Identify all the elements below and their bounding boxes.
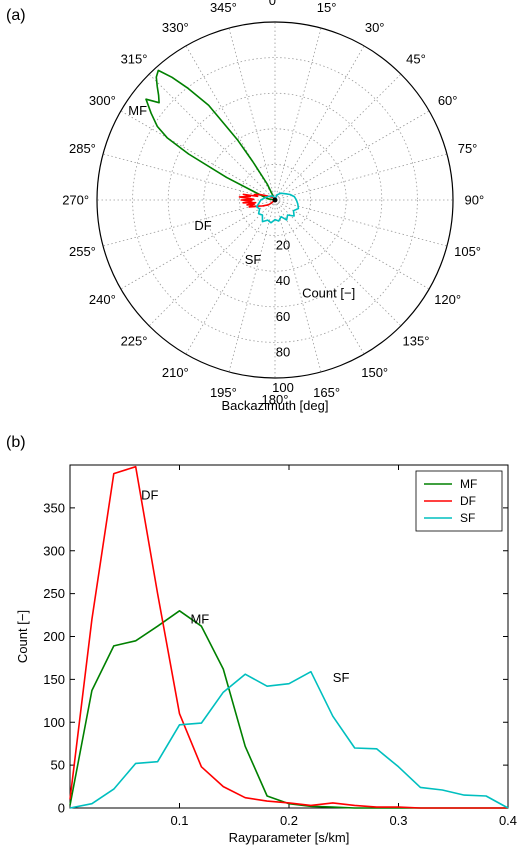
- polar-chart: 0° 15° 30° 45° 60° 75° 90° 105° 120° 135° 150° 165°…: [62, 0, 484, 413]
- angular-grid-spoke: [274, 73, 402, 201]
- annotation-sf: SF: [245, 252, 262, 267]
- panel-b-label: (b): [6, 434, 26, 451]
- angular-grid-spoke: [120, 199, 276, 290]
- polar-center: [272, 197, 278, 203]
- x-axis-label: Rayparameter [s/km]: [229, 830, 350, 845]
- y-tick-label: 250: [43, 586, 65, 601]
- angle-tick-label: 285°: [69, 141, 96, 156]
- angle-tick-label: 300°: [89, 93, 116, 108]
- x-axis-label: Backazimuth [deg]: [222, 398, 329, 413]
- series-line-mf: [69, 610, 508, 809]
- angular-grid-spoke: [102, 153, 276, 201]
- angle-tick-label: 255°: [69, 244, 96, 259]
- angular-grid-spoke: [185, 199, 276, 355]
- angle-tick-label: 135°: [403, 333, 430, 348]
- angular-grid-spoke: [274, 199, 322, 373]
- radial-grid-circle: [96, 21, 454, 379]
- radial-tick-label: 40: [276, 273, 290, 288]
- angle-tick-label: 315°: [121, 52, 148, 67]
- angular-grid-spoke: [228, 199, 276, 373]
- angle-tick-label: 15°: [317, 0, 337, 15]
- angle-tick-label: 75°: [458, 141, 478, 156]
- angular-grid-spoke: [274, 27, 322, 201]
- legend-label-df: DF: [460, 494, 476, 508]
- y-tick-label: 300: [43, 543, 65, 558]
- angular-grid-spoke: [274, 199, 448, 247]
- radial-grid-circle: [238, 163, 311, 236]
- y-tick-label: 350: [43, 500, 65, 515]
- angular-grid-spoke: [274, 110, 430, 201]
- angular-grid-spoke: [274, 153, 448, 201]
- series-line-sf: [69, 670, 509, 809]
- angle-tick-label: 150°: [361, 365, 388, 380]
- radial-tick-label: 20: [276, 238, 290, 253]
- annotation-mf: MF: [190, 612, 209, 627]
- angle-tick-label: 180°: [262, 392, 289, 407]
- radial-axis-label: Count [−]: [302, 286, 355, 301]
- angle-tick-label: 345°: [210, 0, 237, 15]
- angular-grid-spoke: [274, 45, 365, 201]
- angle-tick-label: 60°: [438, 93, 458, 108]
- y-tick-label: 50: [51, 758, 65, 773]
- angle-tick-label: 105°: [454, 244, 481, 259]
- angle-tick-label: 90°: [465, 193, 485, 208]
- angle-tick-label: 45°: [406, 52, 426, 67]
- panel-a-label: (a): [6, 7, 26, 24]
- angle-tick-label: 165°: [313, 385, 340, 400]
- annotation-mf: MF: [128, 103, 147, 118]
- angular-grid-spoke: [274, 199, 402, 327]
- angular-grid-spoke: [228, 27, 276, 201]
- angle-tick-label: 210°: [162, 365, 189, 380]
- angle-tick-label: 195°: [210, 385, 237, 400]
- y-tick-label: 200: [43, 629, 65, 644]
- angular-grid-spoke: [120, 110, 276, 201]
- angle-tick-label: 0°: [269, 0, 281, 8]
- angular-grid-spoke: [274, 199, 365, 355]
- radial-grid-circle: [132, 57, 418, 343]
- series-line-df: [69, 465, 508, 809]
- legend-label-mf: MF: [460, 477, 477, 491]
- angular-grid-spoke: [148, 73, 276, 201]
- radial-tick-label: 100: [272, 380, 294, 395]
- x-tick-label: 0.4: [499, 813, 517, 828]
- radial-tick-label: 60: [276, 309, 290, 324]
- series-line-sf: [255, 192, 300, 224]
- x-tick-label: 0.3: [389, 813, 407, 828]
- angle-tick-label: 240°: [89, 292, 116, 307]
- line-chart: 0.1 0.2 0.3 0.4 0 50 100 150 200 250 300 350 Raypara…: [15, 464, 517, 845]
- angular-grid-spoke: [148, 199, 276, 327]
- x-tick-label: 0.1: [170, 813, 188, 828]
- angle-tick-label: 30°: [365, 20, 385, 35]
- annotation-sf: SF: [333, 670, 350, 685]
- x-tick-label: 0.2: [280, 813, 298, 828]
- y-tick-label: 100: [43, 715, 65, 730]
- angle-tick-label: 330°: [162, 20, 189, 35]
- y-axis-label: Count [−]: [15, 610, 30, 663]
- angle-tick-label: 120°: [434, 292, 461, 307]
- y-tick-label: 0: [58, 801, 65, 816]
- radial-grid-circle: [167, 92, 383, 308]
- angle-tick-label: 270°: [62, 193, 89, 208]
- angle-tick-label: 225°: [121, 333, 148, 348]
- annotation-df: DF: [141, 487, 158, 502]
- y-tick-label: 150: [43, 672, 65, 687]
- angular-grid-spoke: [185, 45, 276, 201]
- series-line-mf: [145, 69, 276, 201]
- legend-label-sf: SF: [460, 511, 475, 525]
- annotation-df: DF: [194, 218, 211, 233]
- radial-grid-circle: [203, 128, 347, 272]
- radial-tick-label: 80: [276, 344, 290, 359]
- angular-grid-spoke: [102, 199, 276, 247]
- angular-grid-spoke: [274, 199, 430, 290]
